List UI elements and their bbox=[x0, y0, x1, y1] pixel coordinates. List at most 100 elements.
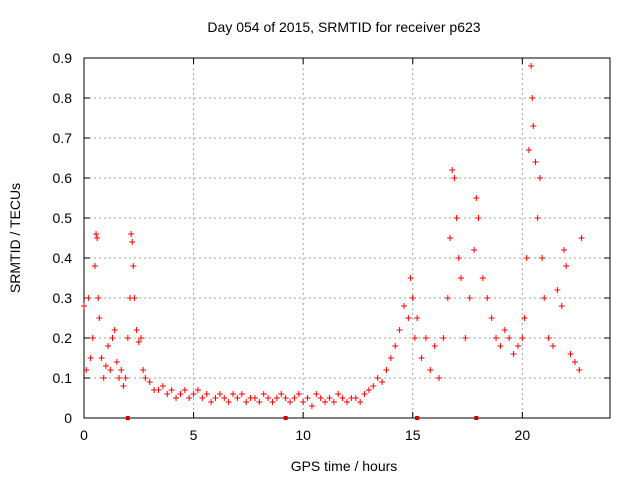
data-point bbox=[473, 195, 480, 201]
data-point bbox=[361, 391, 368, 397]
data-point bbox=[291, 395, 298, 401]
data-point bbox=[411, 335, 418, 341]
data-point bbox=[449, 167, 456, 173]
data-point bbox=[96, 315, 103, 321]
data-point bbox=[455, 255, 462, 261]
data-point bbox=[168, 387, 175, 393]
data-point bbox=[400, 303, 407, 309]
data-point bbox=[317, 395, 324, 401]
data-point bbox=[407, 275, 414, 281]
data-point bbox=[431, 343, 438, 349]
data-point bbox=[159, 383, 166, 389]
data-point bbox=[534, 215, 541, 221]
data-point bbox=[479, 275, 486, 281]
data-point bbox=[238, 391, 245, 397]
data-point bbox=[135, 339, 142, 345]
data-point bbox=[563, 263, 570, 269]
data-point bbox=[131, 295, 138, 301]
data-point bbox=[484, 295, 491, 301]
data-point bbox=[545, 335, 552, 341]
data-point bbox=[234, 395, 241, 401]
data-point bbox=[418, 355, 425, 361]
data-point bbox=[269, 399, 276, 405]
data-point bbox=[374, 375, 381, 381]
data-point bbox=[93, 231, 100, 237]
data-point bbox=[190, 391, 197, 397]
data-point bbox=[313, 391, 320, 397]
data-point bbox=[129, 239, 136, 245]
plot-frame bbox=[83, 57, 611, 419]
data-point bbox=[370, 383, 377, 389]
data-point bbox=[567, 351, 574, 357]
data-point bbox=[194, 387, 201, 393]
y-tick-label: 0 bbox=[64, 410, 72, 426]
data-point bbox=[396, 327, 403, 333]
data-point bbox=[295, 391, 302, 397]
data-point bbox=[493, 335, 500, 341]
data-point bbox=[118, 367, 125, 373]
y-tick-label: 0.3 bbox=[53, 290, 73, 306]
data-point bbox=[530, 123, 537, 129]
data-point bbox=[501, 327, 508, 333]
data-point bbox=[436, 375, 443, 381]
data-point bbox=[541, 295, 548, 301]
data-point bbox=[105, 343, 112, 349]
zero-marks bbox=[125, 416, 479, 420]
data-point bbox=[536, 175, 543, 181]
y-tick-label: 0.6 bbox=[53, 170, 73, 186]
data-point bbox=[181, 387, 188, 393]
data-point bbox=[107, 367, 114, 373]
data-point bbox=[95, 295, 102, 301]
data-point bbox=[91, 263, 98, 269]
data-point bbox=[379, 379, 386, 385]
data-point bbox=[387, 355, 394, 361]
x-tick-label: 5 bbox=[190, 427, 198, 443]
data-point bbox=[164, 391, 171, 397]
data-point bbox=[230, 391, 237, 397]
data-point bbox=[109, 335, 116, 341]
data-point bbox=[497, 343, 504, 349]
data-point bbox=[576, 367, 583, 373]
data-point bbox=[81, 303, 87, 309]
data-point bbox=[422, 335, 429, 341]
chart-title: Day 054 of 2015, SRMTID for receiver p62… bbox=[207, 19, 480, 35]
x-tick-label: 20 bbox=[515, 427, 531, 443]
data-point bbox=[554, 287, 561, 293]
data-point bbox=[539, 255, 546, 261]
zero-mark bbox=[415, 416, 420, 420]
zero-mark bbox=[283, 416, 288, 420]
data-point bbox=[300, 399, 307, 405]
data-point bbox=[212, 395, 219, 401]
data-point bbox=[120, 383, 127, 389]
data-point bbox=[383, 367, 390, 373]
data-point bbox=[287, 399, 294, 405]
data-point bbox=[550, 343, 557, 349]
data-point bbox=[405, 315, 412, 321]
data-point bbox=[251, 395, 258, 401]
data-point bbox=[243, 399, 250, 405]
data-point bbox=[278, 391, 285, 397]
data-point bbox=[85, 295, 92, 301]
data-point bbox=[365, 387, 372, 393]
data-point bbox=[208, 399, 215, 405]
y-tick-label: 0.4 bbox=[53, 250, 73, 266]
data-point bbox=[578, 235, 585, 241]
y-tick-labels: 0 0.1 0.2 0.3 0.4 0.5 0.6 0.7 0.8 0.9 bbox=[53, 50, 73, 426]
data-point bbox=[142, 375, 149, 381]
data-point bbox=[326, 395, 333, 401]
data-point bbox=[130, 263, 137, 269]
data-point bbox=[133, 327, 140, 333]
data-point bbox=[221, 395, 228, 401]
data-point bbox=[199, 395, 206, 401]
data-point bbox=[571, 359, 578, 365]
data-point bbox=[102, 363, 109, 369]
data-point bbox=[260, 391, 267, 397]
data-point bbox=[335, 391, 342, 397]
data-point bbox=[273, 395, 280, 401]
x-tick-label: 0 bbox=[80, 427, 88, 443]
data-point bbox=[177, 391, 184, 397]
data-point bbox=[532, 159, 539, 165]
data-point bbox=[111, 327, 118, 333]
data-point bbox=[519, 335, 526, 341]
